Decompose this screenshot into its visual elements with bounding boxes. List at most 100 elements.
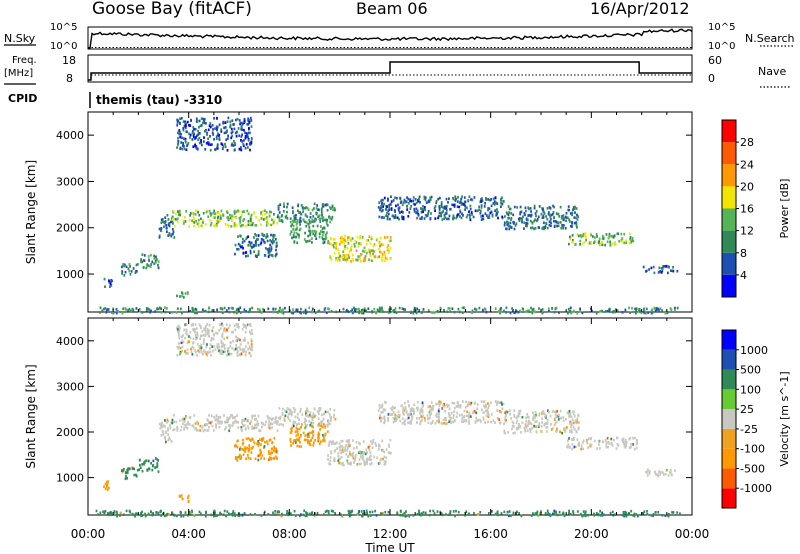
power-data-cell [331,205,334,209]
power-data-cell [195,209,197,212]
velocity-data-cell [108,511,111,515]
velocity-data-cell [570,438,573,441]
power-data-cell [520,210,523,213]
velocity-data-cell [139,466,142,469]
power-data-cell [197,224,200,228]
velocity-data-cell [300,435,302,438]
velocity-data-cell [314,439,317,442]
power-data-cell [543,212,546,215]
power-data-cell [315,206,318,210]
velocity-data-cell [456,411,459,415]
velocity-data-cell [206,323,209,326]
velocity-data-cell [224,350,226,354]
velocity-data-cell [191,323,194,327]
power-data-cell [271,218,273,222]
power-data-cell [109,280,112,284]
velocity-data-cell [542,411,544,415]
power-data-cell [141,311,144,314]
velocity-data-cell [243,337,246,340]
velocity-data-cell [384,510,387,514]
velocity-data-cell [369,440,372,443]
velocity-data-cell [241,442,244,446]
velocity-data-cell [559,430,561,433]
velocity-data-cell [580,444,583,448]
power-data-cell [208,209,211,213]
velocity-data-cell [124,471,127,474]
velocity-data-cell [187,422,190,426]
power-data-cell [365,251,368,255]
power-data-cell [424,196,427,199]
velocity-data-cell [570,425,572,429]
power-data-cell [257,252,260,256]
velocity-data-cell [396,415,399,418]
velocity-data-cell [280,515,283,518]
velocity-data-cell [308,512,311,516]
power-data-cell [294,228,297,231]
power-data-cell [483,205,486,208]
velocity-data-cell [176,326,178,329]
power-data-cell [101,309,104,312]
velocity-data-cell [652,514,654,518]
velocity-data-cell [340,444,343,448]
velocity-data-cell [208,347,211,350]
velocity-data-cell [496,416,499,420]
power-data-cell [306,239,309,243]
velocity-data-cell [396,417,398,421]
power-data-cell [178,121,181,125]
power-data-cell [307,223,310,226]
power-data-cell [338,258,341,262]
velocity-data-cell [559,409,562,413]
velocity-colorbar-tick-label: -1000 [740,482,772,495]
velocity-data-cell [230,352,233,356]
velocity-data-cell [226,329,228,333]
power-data-cell [228,310,231,314]
power-data-cell [550,224,552,228]
power-data-cell [220,209,223,213]
velocity-data-cell [363,450,365,454]
velocity-data-cell [449,419,452,422]
power-data-cell [229,216,232,220]
power-data-cell [390,200,393,203]
velocity-data-cell [418,512,420,515]
power-data-cell [353,245,356,248]
power-data-cell [394,216,397,219]
power-data-cell [350,260,352,263]
velocity-data-cell [312,444,315,447]
power-data-cell [453,205,456,208]
power-data-cell [546,207,549,210]
power-data-cell [383,202,385,206]
velocity-data-cell [244,339,246,342]
velocity-data-cell [255,423,258,426]
velocity-data-cell [235,347,238,350]
power-data-cell [470,198,473,201]
power-y-tick-label: 4000 [56,129,84,142]
power-data-cell [388,311,390,314]
power-data-cell [576,218,579,221]
power-data-cell [374,255,377,258]
power-data-cell [616,232,619,236]
power-data-cell [209,223,212,227]
velocity-data-cell [362,440,365,443]
power-data-cell [102,307,105,311]
velocity-data-cell [597,439,600,443]
velocity-data-cell [358,441,360,445]
velocity-data-cell [236,351,239,354]
velocity-data-cell [318,407,321,410]
power-data-cell [314,217,316,221]
power-data-cell [323,226,326,230]
velocity-data-cell [482,418,485,421]
velocity-data-cell [160,514,163,517]
velocity-data-cell [465,419,468,423]
power-data-cell [568,218,571,221]
velocity-data-cell [182,340,185,344]
velocity-data-cell [442,404,444,407]
power-data-cell [233,310,235,314]
velocity-data-cell [125,474,127,478]
power-data-cell [185,130,188,133]
power-data-cell [446,217,448,221]
power-data-cell [245,143,248,146]
power-data-cell [240,121,243,125]
power-data-cell [417,199,420,203]
power-data-cell [628,306,630,310]
power-data-cell [438,214,440,218]
